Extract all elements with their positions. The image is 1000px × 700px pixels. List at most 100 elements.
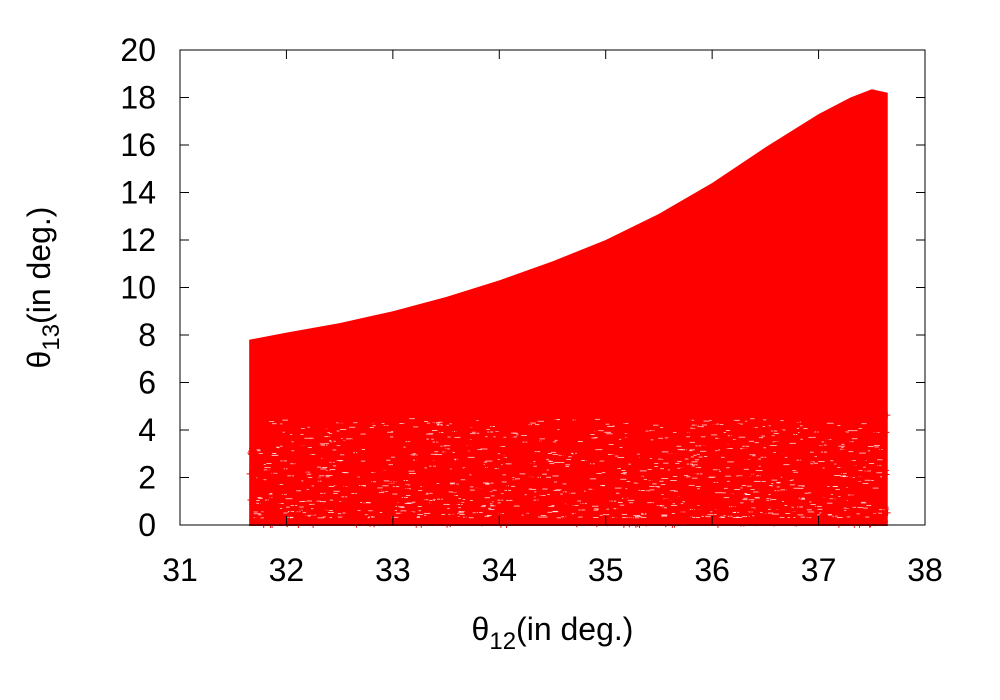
- scatter-point: [348, 443, 355, 450]
- scatter-point: [691, 494, 698, 501]
- scatter-point: [261, 405, 268, 412]
- scatter-point: [323, 425, 330, 432]
- scatter-point: [670, 496, 677, 503]
- scatter-point: [781, 492, 788, 499]
- scatter-point: [711, 422, 718, 429]
- scatter-point: [297, 469, 304, 476]
- scatter-point: [445, 466, 452, 473]
- scatter-point: [801, 467, 808, 474]
- scatter-point: [382, 494, 389, 501]
- scatter-point: [300, 492, 307, 499]
- scatter-point: [466, 489, 473, 496]
- scatter-point: [579, 467, 586, 474]
- scatter-point: [859, 513, 866, 520]
- scatter-point: [831, 514, 838, 521]
- scatter-point: [778, 453, 785, 460]
- scatter-point: [359, 503, 366, 510]
- scatter-point: [325, 468, 332, 475]
- scatter-point: [817, 470, 824, 477]
- scatter-point: [597, 518, 604, 525]
- scatter-point: [372, 501, 379, 508]
- scatter-point: [667, 419, 674, 426]
- scatter-point: [482, 436, 489, 443]
- scatter-point: [666, 486, 673, 493]
- scatter-point: [755, 410, 762, 417]
- scatter-point: [315, 469, 322, 476]
- scatter-point: [636, 479, 643, 486]
- scatter-point: [352, 482, 359, 489]
- scatter-point: [590, 449, 597, 456]
- scatter-point: [280, 459, 287, 466]
- scatter-point: [661, 440, 668, 447]
- scatter-point: [274, 500, 281, 507]
- scatter-point: [288, 475, 295, 482]
- scatter-point: [650, 476, 657, 483]
- scatter-point: [638, 404, 645, 411]
- y-axis: 0 2 4 6 8 10 12 14 16 18 20: [120, 32, 925, 543]
- scatter-point: [710, 498, 717, 505]
- y-tick-label: 12: [120, 222, 156, 258]
- scatter-point: [373, 501, 380, 508]
- scatter-point: [406, 510, 413, 517]
- scatter-point: [648, 432, 655, 439]
- scatter-point: [273, 514, 280, 521]
- scatter-point: [876, 419, 883, 426]
- scatter-point: [874, 466, 881, 473]
- scatter-point: [322, 422, 329, 429]
- scatter-point: [781, 512, 788, 519]
- scatter-point: [714, 514, 721, 521]
- scatter-point: [815, 487, 822, 494]
- scatter-point: [421, 460, 428, 467]
- scatter-point: [353, 473, 360, 480]
- scatter-point: [695, 507, 702, 514]
- scatter-point: [259, 479, 266, 486]
- y-tick-label: 16: [120, 127, 156, 163]
- scatter-point: [473, 438, 480, 445]
- scatter-point: [428, 410, 435, 417]
- scatter-point: [550, 469, 557, 476]
- scatter-point: [270, 465, 277, 472]
- scatter-point: [348, 467, 355, 474]
- scatter-point: [571, 449, 578, 456]
- scatter-point: [252, 454, 259, 461]
- scatter-point: [503, 464, 510, 471]
- scatter-point: [835, 450, 842, 457]
- scatter-point: [883, 429, 890, 436]
- scatter-point: [764, 504, 771, 511]
- scatter-point: [584, 451, 591, 458]
- scatter-point: [631, 460, 638, 467]
- scatter-point: [398, 424, 405, 431]
- scatter-point: [613, 443, 620, 450]
- scatter-point: [309, 412, 316, 419]
- scatter-point: [332, 501, 339, 508]
- scatter-point: [437, 427, 444, 434]
- scatter-point: [288, 518, 295, 525]
- scatter-point: [640, 459, 647, 466]
- scatter-point: [649, 503, 656, 510]
- scatter-point: [321, 455, 328, 462]
- scatter-point: [680, 416, 687, 423]
- scatter-point: [666, 450, 673, 457]
- scatter-point: [362, 495, 369, 502]
- scatter-point: [274, 472, 281, 479]
- scatter-point: [532, 513, 539, 520]
- scatter-point: [867, 498, 874, 505]
- scatter-point: [665, 433, 672, 440]
- scatter-point: [278, 428, 285, 435]
- scatter-point: [594, 425, 601, 432]
- scatter-point: [719, 408, 726, 415]
- scatter-point: [354, 517, 361, 524]
- x-tick-label: 38: [907, 552, 943, 588]
- scatter-point: [356, 511, 363, 518]
- scatter-point: [851, 424, 858, 431]
- scatter-point: [687, 408, 694, 415]
- scatter-point: [882, 504, 889, 511]
- scatter-point: [685, 428, 692, 435]
- scatter-point: [775, 490, 782, 497]
- scatter-point: [296, 456, 303, 463]
- scatter-point: [295, 512, 302, 519]
- scatter-point: [705, 517, 712, 524]
- scatter-point: [286, 511, 293, 518]
- scatter-point: [755, 486, 762, 493]
- scatter-point: [780, 450, 787, 456]
